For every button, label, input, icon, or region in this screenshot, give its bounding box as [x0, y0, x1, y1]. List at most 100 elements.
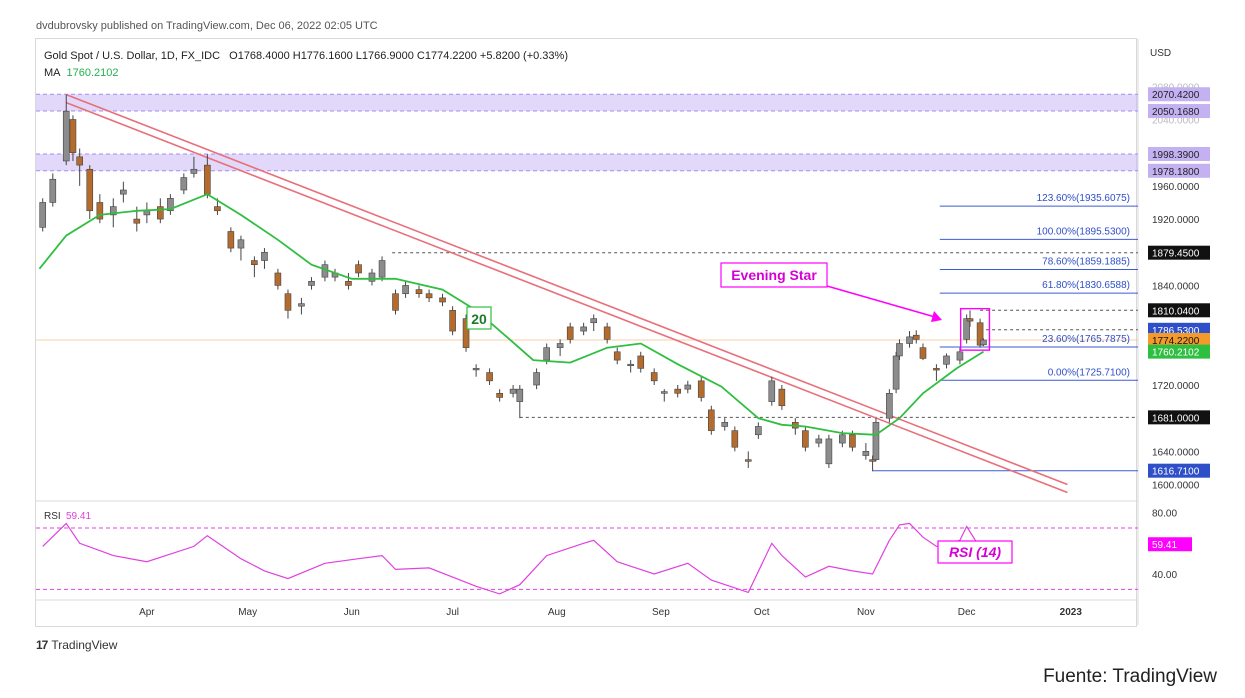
candle-body	[425, 293, 433, 299]
candle-body	[109, 206, 117, 216]
ma-period-box	[466, 306, 492, 330]
candle-body	[980, 339, 987, 346]
price-tick: 1640.0000	[1152, 447, 1200, 458]
candle-body	[933, 368, 940, 371]
price-label-text: 1998.3900	[1152, 150, 1200, 161]
price-tick: 1920.0000	[1152, 215, 1200, 226]
price-label-text: 1978.1800	[1152, 167, 1200, 178]
candle-body	[872, 422, 880, 460]
candle-body	[204, 164, 211, 195]
time-tick: 2023	[1060, 607, 1083, 618]
fib-level-label: 78.60%(1859.1885)	[1042, 257, 1130, 268]
time-tick: Jul	[446, 607, 459, 618]
candle-body	[862, 451, 870, 456]
candle-body	[49, 178, 57, 203]
candle-body	[613, 351, 621, 361]
candle-body	[62, 110, 70, 162]
candle-body	[849, 434, 856, 448]
fib-level-label: 100.00%(1895.5300)	[1037, 226, 1130, 237]
candle-body	[660, 391, 668, 394]
candle-body	[627, 363, 634, 367]
price-tick: 1840.0000	[1152, 281, 1200, 292]
candle-body	[143, 210, 151, 216]
ma-legend: MA 1760.2102	[44, 67, 119, 79]
candle-body	[180, 177, 188, 191]
price-label-box	[1148, 410, 1210, 425]
candle-body	[533, 372, 540, 386]
candle-body	[486, 372, 493, 382]
trendline-upper	[65, 93, 1068, 486]
price-label-box	[1148, 333, 1210, 348]
ma-value: 1760.2102	[66, 67, 119, 79]
resistance-zone	[36, 154, 1138, 171]
fib-level-label: 0.00%(1725.7100)	[1048, 367, 1130, 378]
candle-body	[274, 272, 282, 286]
price-label-box	[1148, 87, 1210, 102]
candle-body	[227, 231, 235, 249]
symbol-name: Gold Spot / U.S. Dollar, 1D, FX_IDC	[44, 50, 221, 62]
rsi-name-label: RSI (14)	[949, 544, 1001, 560]
tradingview-logo-text: TradingView	[51, 638, 118, 652]
time-tick: Dec	[958, 607, 976, 618]
fib-level-label: 23.60%(1765.7875)	[1042, 334, 1130, 345]
candle-body	[516, 388, 524, 402]
price-label-box	[1148, 463, 1210, 478]
evening-star-highlight	[959, 307, 991, 351]
time-tick: May	[238, 607, 257, 618]
candle-body	[298, 303, 305, 307]
price-label-text: 1616.7100	[1152, 467, 1200, 478]
fib-level-label: 123.60%(1935.6075)	[1037, 193, 1130, 204]
candle-body	[906, 336, 913, 344]
candle-body	[69, 119, 77, 153]
rsi-line	[42, 522, 984, 595]
candle-body	[966, 318, 974, 322]
candle-body	[556, 343, 564, 348]
candle-body	[76, 156, 83, 166]
ma-label: MA	[44, 67, 61, 79]
tradingview-logo: 17 TradingView	[36, 638, 117, 652]
price-tick: 1960.0000	[1152, 182, 1200, 193]
candle-body	[462, 318, 470, 348]
candle-body	[919, 347, 927, 359]
candle-body	[708, 409, 715, 431]
price-label-box	[1148, 303, 1210, 318]
candle-body	[912, 334, 920, 340]
candle-body	[251, 260, 258, 265]
candle-body	[963, 318, 970, 340]
rsi-value-text: 59.41	[1152, 540, 1177, 551]
rsi-tick: 40.00	[1152, 570, 1177, 581]
price-label-box	[1148, 245, 1210, 260]
candle-body	[768, 380, 776, 402]
candle-body	[943, 355, 950, 365]
candle-body	[603, 326, 611, 340]
candle-body	[86, 168, 94, 212]
candle-body	[392, 293, 399, 311]
ohlc-values: O1768.4000 H1776.1600 L1766.9000 C1774.2…	[229, 50, 568, 62]
candle-body	[378, 260, 386, 278]
candle-body	[721, 422, 729, 427]
candle-body	[566, 326, 574, 340]
candle-body	[496, 392, 503, 398]
candle-body	[892, 355, 900, 390]
fib-level-label: 61.80%(1830.6588)	[1042, 280, 1130, 291]
candle-body	[580, 326, 587, 332]
candle-body	[755, 426, 762, 436]
candle-body	[368, 272, 376, 282]
candle-body	[214, 206, 221, 212]
rsi-label-box	[937, 540, 1013, 564]
time-tick: Apr	[139, 607, 155, 618]
time-tick: Jun	[344, 607, 360, 618]
price-label-box	[1148, 163, 1210, 178]
evening-star-label: Evening Star	[731, 267, 817, 283]
candle-body	[815, 438, 823, 444]
candle-body	[439, 297, 446, 303]
price-label-box	[1148, 104, 1210, 119]
time-tick: Nov	[857, 607, 875, 618]
candle-body	[590, 318, 598, 324]
candle-body	[472, 368, 480, 371]
candle-body	[731, 430, 739, 448]
candle-body	[284, 293, 292, 311]
rsi-tick: 80.00	[1152, 509, 1177, 520]
candle-body	[825, 438, 833, 465]
rsi-header-label: RSI	[44, 511, 61, 522]
